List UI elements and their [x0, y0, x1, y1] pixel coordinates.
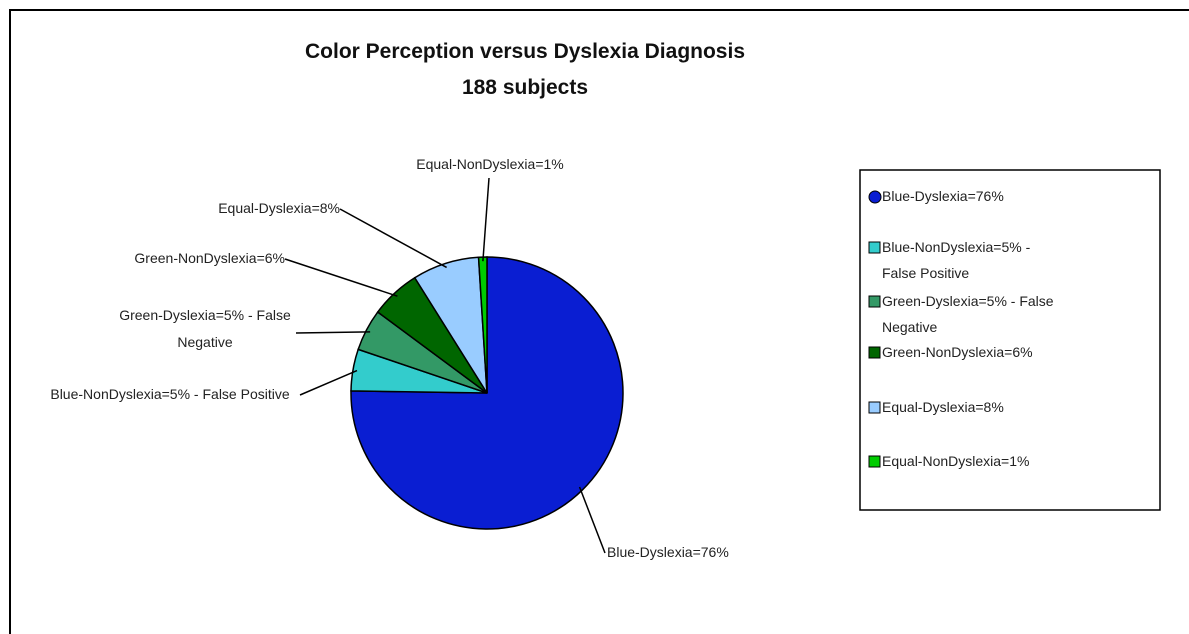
- legend-marker: [868, 401, 881, 414]
- slice-label: Blue-Dyslexia=76%: [607, 544, 729, 560]
- legend-label: Blue-Dyslexia=76%: [882, 188, 1004, 204]
- legend-marker: [868, 455, 881, 468]
- leader-line: [284, 258, 398, 297]
- legend-marker: [868, 190, 882, 204]
- slice-label: Blue-NonDyslexia=5% - False Positive: [50, 386, 290, 402]
- leader-line: [578, 486, 606, 554]
- legend-marker: [868, 241, 881, 254]
- slice-label: Green-Dyslexia=5% - False Negative: [119, 307, 291, 350]
- legend-marker: [868, 346, 881, 359]
- legend-box: [859, 169, 1161, 511]
- legend-label: Blue-NonDyslexia=5% - False Positive: [882, 239, 1031, 281]
- slice-label: Equal-NonDyslexia=1%: [416, 156, 564, 172]
- legend-label: Equal-NonDyslexia=1%: [882, 453, 1030, 469]
- slice-label: Green-NonDyslexia=6%: [134, 250, 285, 266]
- leader-line: [299, 369, 358, 396]
- legend-label: Equal-Dyslexia=8%: [882, 399, 1004, 415]
- slice-label: Equal-Dyslexia=8%: [218, 200, 340, 216]
- leader-line: [339, 208, 447, 269]
- pie-slice: [350, 256, 624, 530]
- chart-frame: [9, 9, 1189, 634]
- legend-marker: [868, 295, 881, 308]
- chart-subtitle: 188 subjects: [461, 76, 589, 99]
- legend-label: Green-NonDyslexia=6%: [882, 344, 1033, 360]
- legend-label: Green-Dyslexia=5% - False Negative: [882, 293, 1054, 335]
- leader-line: [482, 177, 490, 262]
- chart-title: Color Perception versus Dyslexia Diagnos…: [305, 40, 745, 63]
- leader-line: [295, 331, 371, 334]
